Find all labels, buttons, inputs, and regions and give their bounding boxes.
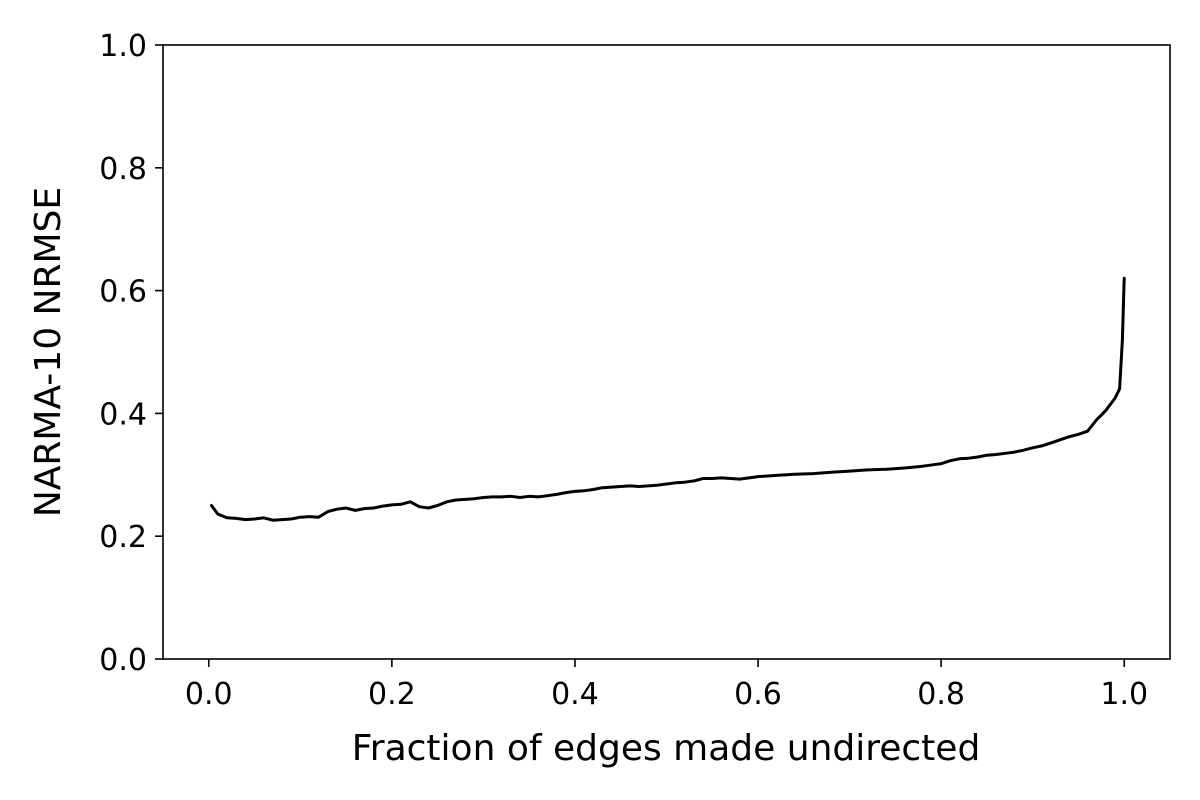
plot-frame bbox=[162, 44, 1171, 660]
x-tick-label: 0.6 bbox=[734, 677, 782, 712]
x-axis-label: Fraction of edges made undirected bbox=[352, 728, 981, 769]
y-tick-label: 1.0 bbox=[99, 29, 147, 64]
y-tick-label: 0.6 bbox=[99, 275, 147, 310]
y-tick-label: 0.4 bbox=[99, 397, 147, 432]
y-axis-label: NARMA-10 NRMSE bbox=[28, 187, 69, 517]
x-tick-label: 1.0 bbox=[1100, 677, 1148, 712]
y-tick-label: 0.2 bbox=[99, 520, 147, 555]
x-tick-label: 0.0 bbox=[185, 677, 233, 712]
x-tick-label: 0.8 bbox=[917, 677, 965, 712]
x-tick-label: 0.2 bbox=[368, 677, 416, 712]
y-tick-label: 0.0 bbox=[99, 643, 147, 678]
x-tick-label: 0.4 bbox=[551, 677, 599, 712]
y-tick-label: 0.8 bbox=[99, 152, 147, 187]
series-line bbox=[210, 276, 1126, 522]
ticks-layer: 0.0 0.2 0.4 0.6 0.8 1.0 0.0 0.2 0.4 0.6 0.8 1.0 bbox=[99, 29, 1148, 712]
